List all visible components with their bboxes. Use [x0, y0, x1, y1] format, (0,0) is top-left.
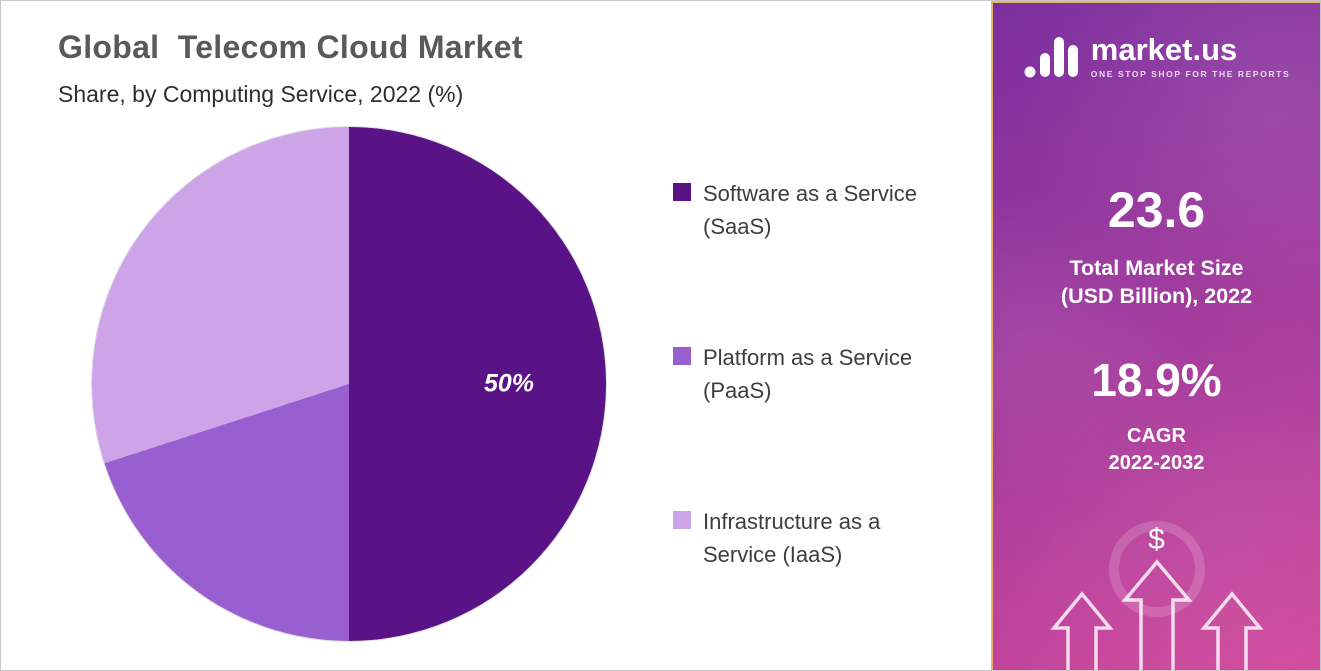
cagr-label: CAGR 2022-2032 — [993, 423, 1320, 477]
growth-arrows-icon — [1049, 559, 1264, 670]
cagr-label-line2: 2022-2032 — [1108, 452, 1205, 474]
page-subtitle: Share, by Computing Service, 2022 (%) — [58, 81, 464, 107]
legend: Software as a Service (SaaS) Platform as… — [673, 177, 955, 571]
marketus-logo-icon — [1024, 37, 1078, 78]
pie-data-label-saas: 50% — [483, 369, 535, 398]
cagr-value: 18.9% — [1091, 354, 1222, 406]
legend-swatch-paas — [673, 347, 691, 365]
pie-chart-area: 50% — [92, 127, 606, 641]
brand-logo: market.us ONE STOP SHOP FOR THE REPORTS — [993, 33, 1320, 79]
chart-section: Global Telecom Cloud Market Share, by Co… — [1, 1, 991, 670]
market-size-value: 23.6 — [1107, 182, 1206, 238]
cup-decoration — [1108, 521, 1205, 617]
market-size-label: Total Market Size (USD Billion), 2022 — [993, 255, 1320, 311]
dollar-symbol: $ — [1148, 523, 1165, 556]
page-title: Global Telecom Cloud Market — [58, 29, 523, 65]
legend-item-saas: Software as a Service (SaaS) — [673, 177, 955, 243]
pie-chart — [92, 127, 606, 641]
cagr-label-line1: CAGR — [1127, 425, 1186, 447]
legend-label-saas: Software as a Service (SaaS) — [703, 181, 917, 239]
legend-swatch-iaas — [673, 511, 691, 529]
market-size-label-line2: (USD Billion), 2022 — [1060, 283, 1253, 308]
market-size-label-line1: Total Market Size — [1069, 256, 1244, 280]
brand-text-block: market.us ONE STOP SHOP FOR THE REPORTS — [1091, 34, 1290, 79]
brand-tagline: ONE STOP SHOP FOR THE REPORTS — [1090, 68, 1291, 79]
legend-swatch-saas — [673, 183, 691, 201]
brand-panel: market.us ONE STOP SHOP FOR THE REPORTS … — [991, 1, 1320, 670]
legend-label-paas: Platform as a Service (PaaS) — [703, 345, 913, 403]
legend-item-paas: Platform as a Service (PaaS) — [673, 341, 955, 407]
brand-name: market.us — [1090, 31, 1238, 67]
legend-item-iaas: Infrastructure as a Service (IaaS) — [673, 505, 955, 571]
legend-label-iaas: Infrastructure as a Service (IaaS) — [703, 509, 881, 567]
